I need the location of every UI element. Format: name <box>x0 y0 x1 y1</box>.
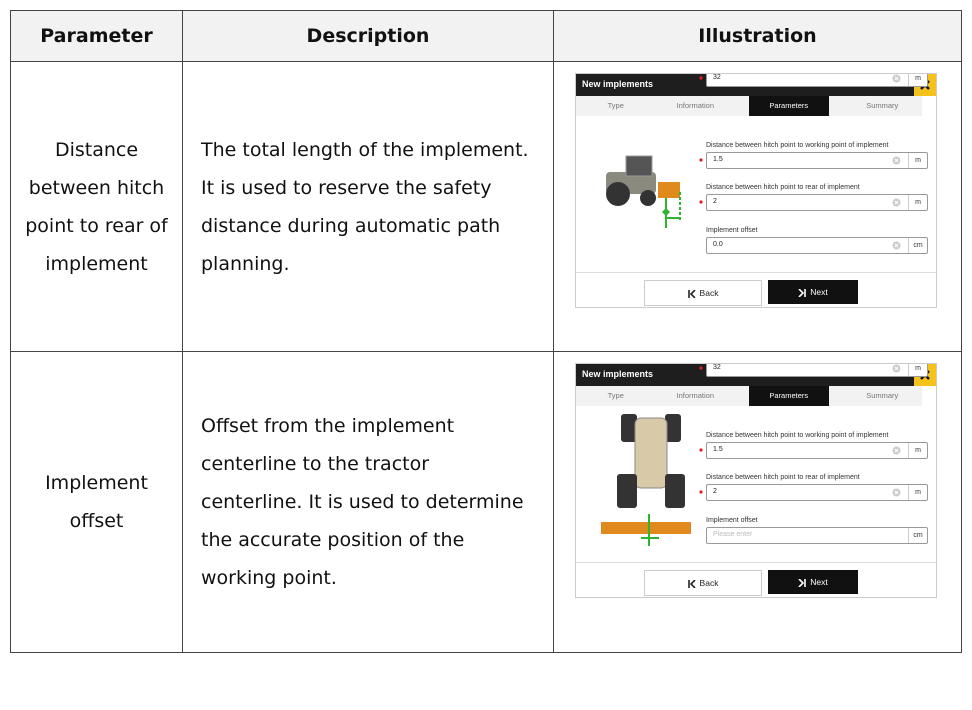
table-row: Distance between hitch point to rear of … <box>10 61 962 352</box>
field-value: 0.0 <box>713 241 723 248</box>
tab[interactable]: Summary <box>866 391 899 400</box>
input-field[interactable]: 32 m <box>706 74 928 87</box>
tab[interactable]: Type <box>607 391 624 400</box>
parameter-table: Parameter Description Illustration Dista… <box>10 10 962 653</box>
back-button[interactable]: Back <box>644 570 762 596</box>
illustration-cell: New implements Type Information Parameters S… <box>553 351 962 653</box>
tractor-illustration <box>606 155 681 228</box>
page: Parameter Description Illustration Dista… <box>10 10 962 653</box>
input-field[interactable]: 0.0 cm <box>706 237 928 254</box>
field-unit: m <box>908 74 927 86</box>
next-icon <box>798 288 807 298</box>
tractor-illustration <box>601 414 691 546</box>
field-label: Implement offset <box>706 517 758 524</box>
button-label: Back <box>699 578 719 588</box>
clear-icon <box>892 488 901 497</box>
button-label: Next <box>810 577 828 587</box>
field-value: 32 <box>713 364 721 371</box>
header-cell: Description <box>182 10 554 62</box>
back-button[interactable]: Back <box>644 280 762 306</box>
field-value: 32 <box>713 74 721 81</box>
required-marker <box>699 366 703 370</box>
clear-icon <box>892 241 901 250</box>
illustration-cell: New implements Type Information Parameters S… <box>553 61 962 352</box>
input-field[interactable]: Please enter cm <box>706 527 928 544</box>
field-value: 2 <box>713 198 717 205</box>
clear-icon <box>892 364 901 373</box>
input-field[interactable]: 32 m <box>706 364 928 377</box>
clear-icon <box>892 446 901 455</box>
dialog-title: New implements <box>582 79 654 89</box>
tab[interactable]: Information <box>676 101 715 110</box>
next-button[interactable]: Next <box>768 570 858 594</box>
tab-bar: Type Information Parameters Summary <box>576 386 922 406</box>
required-marker <box>699 200 703 204</box>
required-marker <box>699 158 703 162</box>
clear-icon <box>892 198 901 207</box>
description-cell: The total length of the implement. It is… <box>182 61 554 352</box>
input-field[interactable]: 1.5 m <box>706 152 928 169</box>
back-icon <box>687 289 696 299</box>
description-cell: Offset from the implement centerline to … <box>182 351 554 653</box>
header-cell: Illustration <box>553 10 962 62</box>
tab[interactable]: Information <box>676 391 715 400</box>
header-row: Parameter Description Illustration <box>10 10 962 62</box>
screenshot: New implements Type Information Parameters S… <box>575 73 937 308</box>
field-unit: cm <box>908 528 927 543</box>
input-field[interactable]: 1.5 m <box>706 442 928 459</box>
dialog-title: New implements <box>582 369 654 379</box>
header-cell: Parameter <box>10 10 183 62</box>
required-marker <box>699 448 703 452</box>
next-button[interactable]: Next <box>768 280 858 304</box>
field-placeholder: Please enter <box>713 531 753 538</box>
tab[interactable]: Summary <box>866 101 899 110</box>
field-unit: cm <box>908 238 927 253</box>
tab[interactable]: Parameters <box>749 96 829 116</box>
field-unit: m <box>908 153 927 168</box>
field-value: 1.5 <box>713 446 723 453</box>
field-label: Distance between hitch point to rear of … <box>706 474 860 481</box>
required-marker <box>699 76 703 80</box>
parameter-cell: Distance between hitch point to rear of … <box>10 61 183 352</box>
clear-icon <box>892 156 901 165</box>
field-label: Distance between hitch point to rear of … <box>706 184 860 191</box>
field-unit: m <box>908 364 927 376</box>
required-marker <box>699 490 703 494</box>
button-label: Next <box>810 287 828 297</box>
table-row: Implement offset Offset from the implemen… <box>10 351 962 653</box>
parameter-cell: Implement offset <box>10 351 183 653</box>
field-label: Distance between hitch point to working … <box>706 142 889 149</box>
tab[interactable]: Type <box>607 101 624 110</box>
back-icon <box>687 579 696 589</box>
next-icon <box>798 578 807 588</box>
field-value: 1.5 <box>713 156 723 163</box>
field-unit: m <box>908 485 927 500</box>
clear-icon <box>892 74 901 83</box>
field-unit: m <box>908 443 927 458</box>
field-label: Implement offset <box>706 227 758 234</box>
field-label: Distance between hitch point to working … <box>706 432 889 439</box>
button-label: Back <box>699 288 719 298</box>
field-value: 2 <box>713 488 717 495</box>
tab-bar: Type Information Parameters Summary <box>576 96 922 116</box>
document: Parameter Description Illustration Dista… <box>10 10 962 710</box>
field-unit: m <box>908 195 927 210</box>
tab[interactable]: Parameters <box>749 386 829 406</box>
dialog-footer: Back Next <box>576 562 936 597</box>
screenshot: New implements Type Information Parameters S… <box>575 363 937 598</box>
dialog-footer: Back Next <box>576 272 936 307</box>
